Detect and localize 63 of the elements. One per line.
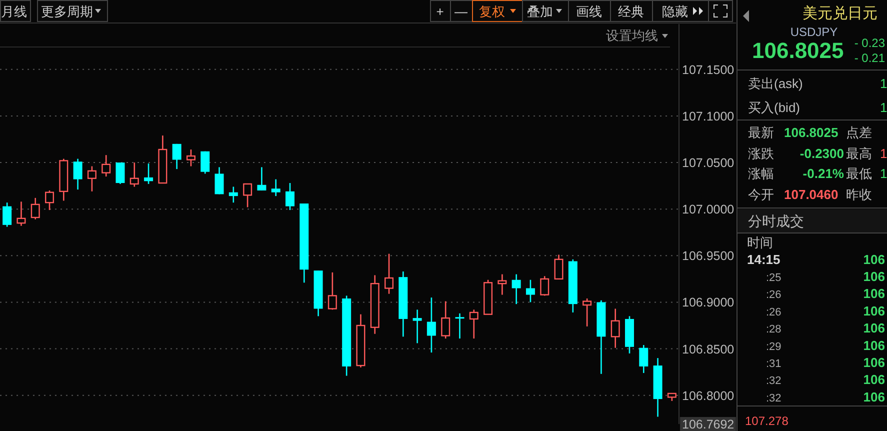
text: — — [454, 4, 468, 19]
text: :25 — [766, 272, 782, 284]
text: 106 — [863, 303, 885, 318]
y-tick-label: 107.0500 — [682, 156, 734, 170]
y-tick-label: 107.1500 — [682, 62, 734, 77]
text: 叠加 — [527, 4, 553, 19]
text: 107.278 — [745, 414, 789, 428]
text: 月线 — [1, 4, 27, 19]
text: :32 — [766, 392, 782, 404]
text: 复权 — [479, 4, 505, 19]
text: 106 — [863, 269, 885, 284]
text: -0.2300 — [800, 146, 844, 161]
text: 106 — [863, 355, 885, 370]
text: - 0.21 — [854, 51, 886, 65]
text: 106 — [863, 338, 885, 353]
y-tick-label: 106.9000 — [682, 296, 734, 310]
text: 106.8025 — [752, 38, 844, 63]
text: 106 — [863, 320, 885, 336]
text: 1 — [880, 100, 887, 115]
text: 107.0460 — [784, 187, 838, 202]
y-tick-label: 107.1000 — [682, 109, 734, 124]
text: 涨跌 — [748, 146, 774, 161]
text: 时间 — [747, 235, 773, 250]
text: 106 — [863, 252, 885, 267]
y-tick-label: 106.7692 — [682, 418, 734, 431]
text: 美元兑日元 — [802, 5, 878, 22]
text: :29 — [766, 340, 782, 353]
text: 设置均线 — [606, 28, 658, 43]
text: 1 — [880, 166, 887, 181]
text: :26 — [766, 306, 782, 318]
text: 106 — [863, 372, 885, 388]
text: :26 — [766, 289, 782, 302]
text: 涨幅 — [748, 166, 774, 181]
text: 最低 — [846, 166, 872, 181]
text: 今开 — [748, 187, 774, 202]
text: :31 — [766, 358, 782, 370]
text: 1 — [880, 76, 887, 91]
text: 经典 — [618, 4, 644, 19]
text: 最新 — [748, 125, 774, 140]
y-tick-label: 107.0000 — [682, 202, 734, 217]
text: 分时成交 — [748, 213, 804, 229]
text: 卖出(ask) — [748, 76, 803, 91]
text: 更多周期 — [41, 4, 93, 19]
y-tick-label: 106.9500 — [682, 249, 734, 264]
text: 点差 — [846, 125, 872, 140]
text: 106.8025 — [784, 125, 838, 140]
y-tick-label: 106.8000 — [682, 388, 734, 403]
text: - 0.23 — [854, 36, 886, 50]
text: 1 — [880, 146, 887, 161]
text: :28 — [766, 324, 782, 336]
y-tick-label: 106.8500 — [682, 342, 734, 356]
text: 最高 — [846, 146, 872, 161]
text: 14:15 — [747, 252, 780, 267]
text: -0.21% — [802, 166, 844, 181]
text: 昨收 — [846, 187, 872, 202]
text: 106 — [863, 389, 885, 404]
text: :32 — [766, 375, 782, 388]
text: 106 — [863, 286, 885, 302]
text: 画线 — [576, 4, 602, 19]
text: 买入(bid) — [748, 100, 800, 115]
text: + — [436, 4, 444, 19]
text: 隐藏 — [662, 4, 688, 19]
text: USDJPY — [790, 25, 838, 39]
